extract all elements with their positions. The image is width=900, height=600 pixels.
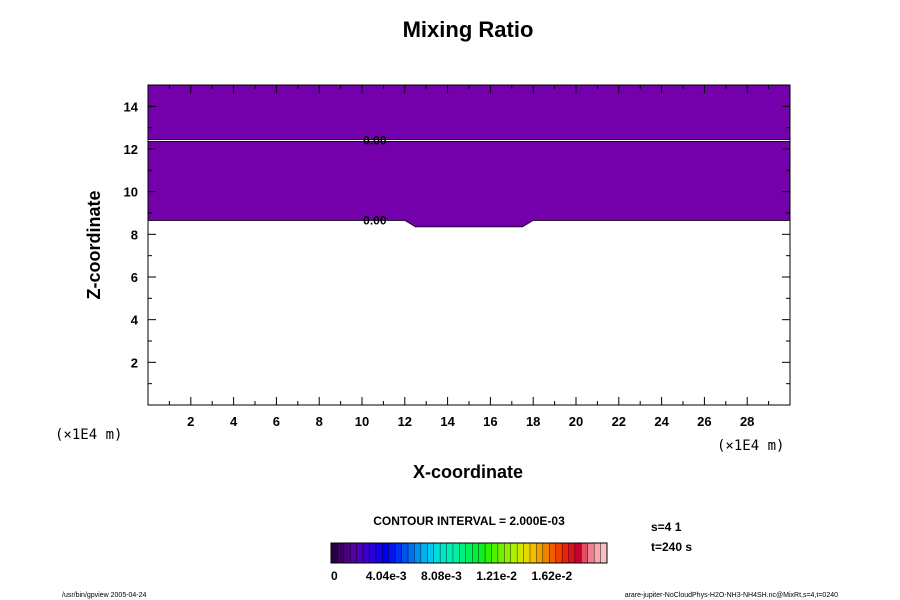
colorbar-swatch	[543, 543, 550, 563]
y-tick-label: 12	[124, 142, 138, 157]
colorbar-tick-label: 8.08e-3	[421, 569, 462, 583]
colorbar-swatch	[382, 543, 389, 563]
colorbar	[331, 543, 607, 563]
colorbar-swatch	[414, 543, 421, 563]
x-tick-label: 20	[569, 414, 583, 429]
info-time: t=240 s	[651, 540, 692, 554]
x-tick-label: 12	[398, 414, 412, 429]
x-tick-label: 18	[526, 414, 540, 429]
contour-label: 0.00	[363, 213, 387, 227]
x-tick-labels: 2 4 6 8 10 12 14 16 18 20 22 24 26 28	[187, 414, 754, 429]
y-tick-label: 2	[131, 355, 138, 370]
colorbar-swatch	[491, 543, 498, 563]
colorbar-swatch	[511, 543, 518, 563]
colorbar-swatch	[485, 543, 492, 563]
colorbar-tick-label: 1.21e-2	[476, 569, 517, 583]
x-unit-label: (×1E4 m)	[717, 438, 784, 454]
colorbar-swatch	[517, 543, 524, 563]
info-step: s=4 1	[651, 520, 682, 534]
colorbar-swatch	[337, 543, 344, 563]
x-tick-label: 8	[316, 414, 323, 429]
colorbar-swatch	[402, 543, 409, 563]
plot-area: 0.000.00 2 4 6 8 10 12 14 16 18 20 22 24 26 28 246810…	[124, 85, 790, 429]
chart-title: Mixing Ratio	[403, 17, 534, 42]
colorbar-swatch	[504, 543, 511, 563]
colorbar-swatch	[376, 543, 383, 563]
x-tick-label: 4	[230, 414, 238, 429]
x-tick-label: 28	[740, 414, 754, 429]
colorbar-swatch	[350, 543, 357, 563]
colorbar-swatch	[447, 543, 454, 563]
colorbar-swatch	[536, 543, 543, 563]
colorbar-swatch	[568, 543, 575, 563]
y-tick-label: 8	[131, 227, 138, 242]
colorbar-tick-label: 1.62e-2	[531, 569, 572, 583]
colorbar-swatch	[357, 543, 364, 563]
y-tick-label: 14	[124, 99, 139, 114]
colorbar-tick-label: 0	[331, 569, 338, 583]
colorbar-swatch	[594, 543, 601, 563]
filled-region	[148, 85, 790, 227]
colorbar-swatch	[421, 543, 428, 563]
y-tick-label: 6	[131, 270, 138, 285]
colorbar-swatch	[440, 543, 447, 563]
colorbar-swatch	[459, 543, 466, 563]
x-tick-label: 24	[654, 414, 669, 429]
y-tick-label: 10	[124, 185, 138, 200]
colorbar-swatch	[344, 543, 351, 563]
x-axis-title: X-coordinate	[413, 462, 523, 482]
z-unit-label: (×1E4 m)	[55, 427, 122, 443]
colorbar-swatch	[453, 543, 460, 563]
y-axis-title: Z-coordinate	[84, 190, 104, 299]
footer-left: /usr/bin/gpview 2005-04-24	[62, 592, 147, 599]
colorbar-swatch	[556, 543, 563, 563]
x-tick-label: 6	[273, 414, 280, 429]
colorbar-swatch	[466, 543, 473, 563]
x-tick-label: 22	[612, 414, 626, 429]
colorbar-swatch	[331, 543, 338, 563]
colorbar-swatch	[370, 543, 377, 563]
colorbar-swatch	[389, 543, 396, 563]
colorbar-swatch	[434, 543, 441, 563]
colorbar-swatch	[549, 543, 556, 563]
colorbar-swatch	[524, 543, 531, 563]
y-tick-label: 4	[131, 313, 139, 328]
colorbar-swatch	[530, 543, 537, 563]
colorbar-swatch	[479, 543, 486, 563]
colorbar-swatch	[601, 543, 608, 563]
colorbar-tick-label: 4.04e-3	[366, 569, 407, 583]
colorbar-swatch	[588, 543, 595, 563]
y-tick-labels: 2 4 6 8 10 12 14	[124, 99, 139, 370]
colorbar-swatch	[575, 543, 582, 563]
x-tick-label: 14	[440, 414, 455, 429]
colorbar-swatch	[363, 543, 370, 563]
x-tick-label: 10	[355, 414, 369, 429]
colorbar-tick-labels: 0 4.04e-3 8.08e-3 1.21e-2 1.62e-2	[331, 569, 572, 583]
colorbar-swatch	[408, 543, 415, 563]
contour-label: 0.00	[363, 133, 387, 147]
footer-right: arare-jupiter-NoCloudPhys-H2O-NH3-NH4SH.…	[625, 592, 838, 599]
colorbar-swatch	[395, 543, 402, 563]
x-tick-label: 26	[697, 414, 711, 429]
x-tick-label: 16	[483, 414, 497, 429]
colorbar-swatch	[472, 543, 479, 563]
x-tick-label: 2	[187, 414, 194, 429]
colorbar-swatch	[498, 543, 505, 563]
colorbar-swatch	[581, 543, 588, 563]
colorbar-swatch	[562, 543, 569, 563]
contour-interval-text: CONTOUR INTERVAL = 2.000E-03	[373, 514, 565, 528]
colorbar-swatch	[427, 543, 434, 563]
